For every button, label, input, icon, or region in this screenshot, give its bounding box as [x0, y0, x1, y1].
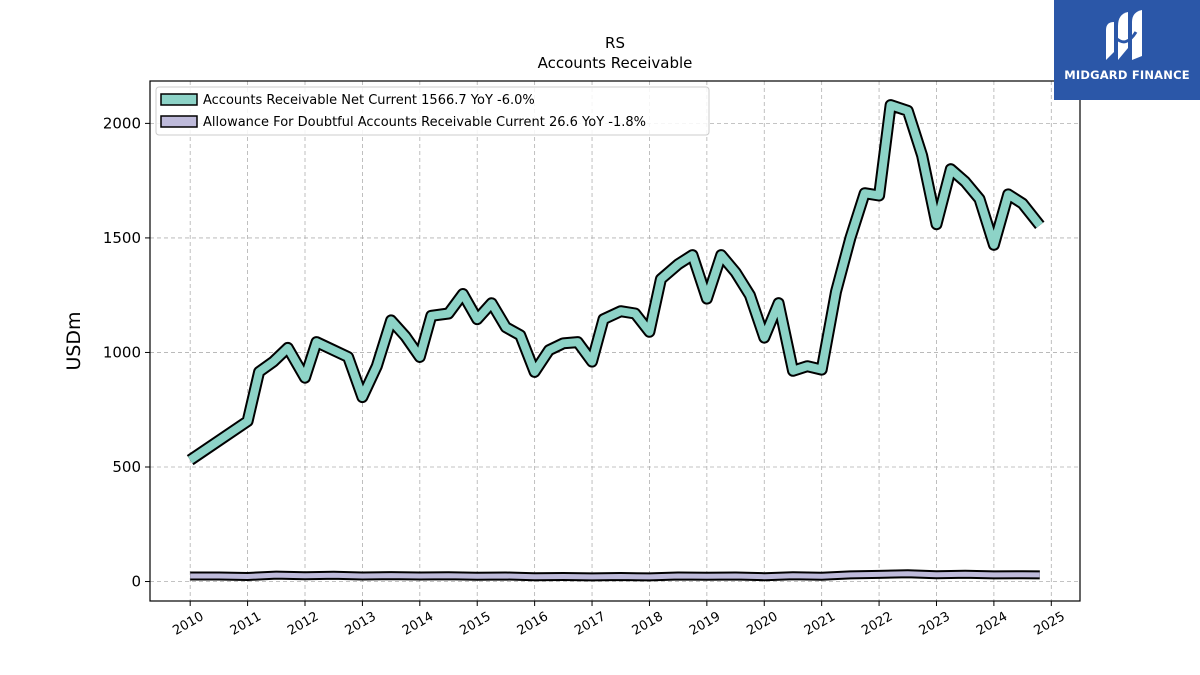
legend-label-allowance: Allowance For Doubtful Accounts Receivab…: [203, 115, 646, 130]
series-lines: [186, 99, 1045, 582]
x-tick-label: 2020: [744, 609, 780, 639]
series-line-0: [187, 101, 1043, 464]
x-tick-label: 2019: [687, 609, 723, 639]
y-tick-label: 1000: [103, 343, 141, 361]
x-tick-label: 2017: [572, 609, 608, 639]
x-tick-label: 2015: [457, 609, 493, 639]
x-tick-label: 2014: [400, 609, 436, 639]
plot-area: [149, 80, 1081, 602]
legend-box: [155, 86, 710, 136]
x-tick-label: 2016: [515, 609, 551, 639]
y-tick-label: 500: [112, 458, 141, 476]
midgard-finance-logo: MIDGARD FINANCE: [1054, 0, 1200, 100]
x-tick-label: 2023: [917, 609, 953, 639]
grid: [150, 81, 1080, 601]
y-tick-label: 0: [131, 573, 141, 591]
x-tick-label: 2013: [343, 609, 379, 639]
chart-title: RS: [605, 34, 625, 52]
y-axis-label: USDm: [63, 311, 85, 370]
x-tick-label: 2022: [859, 609, 895, 639]
x-tick-label: 2021: [802, 609, 838, 639]
y-tick-label: 2000: [103, 114, 141, 132]
x-tick-label: 2025: [1031, 609, 1067, 639]
logo-text: MIDGARD FINANCE: [1064, 68, 1190, 82]
x-tick-label: 2011: [228, 609, 264, 639]
chart-subtitle: Accounts Receivable: [538, 54, 693, 72]
x-tick-label: 2010: [170, 609, 206, 639]
legend-swatch-ar: [160, 93, 198, 106]
series-line-outline-0: [186, 99, 1045, 466]
y-tick-label: 1500: [103, 229, 141, 247]
x-tick-label: 2012: [285, 609, 321, 639]
legend: Accounts Receivable Net Current 1566.7 Y…: [155, 86, 710, 136]
x-tick-label: 2018: [630, 609, 666, 639]
legend-swatch-allowance: [160, 115, 198, 128]
x-tick-label: 2024: [974, 609, 1010, 639]
midgard-m-logo-icon: [1106, 10, 1142, 60]
series-line-1: [190, 571, 1040, 580]
legend-label-ar: Accounts Receivable Net Current 1566.7 Y…: [203, 93, 535, 108]
